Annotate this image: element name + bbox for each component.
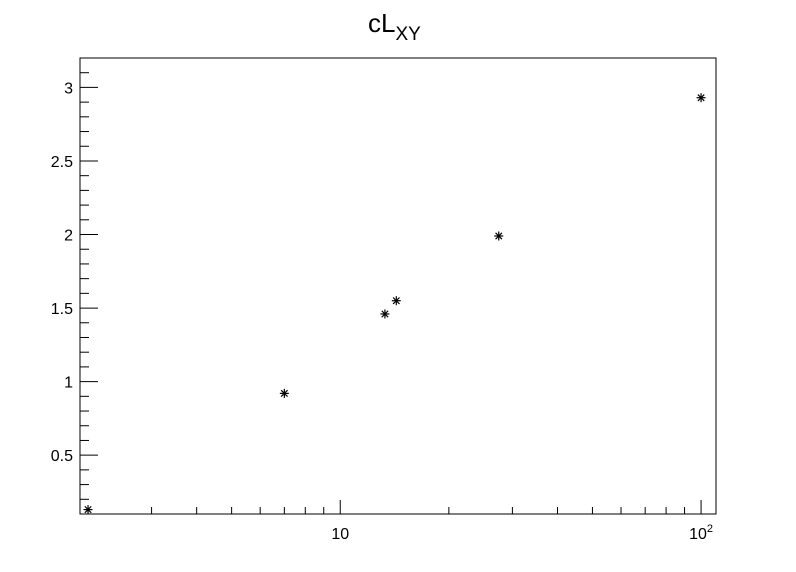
y-tick-label: 2.5 bbox=[51, 154, 73, 171]
x-tick-label: 10 bbox=[331, 526, 349, 543]
data-point bbox=[391, 296, 401, 306]
y-tick-label: 0.5 bbox=[51, 448, 73, 465]
marker-stroke bbox=[84, 505, 92, 514]
y-tick-label: 3 bbox=[64, 80, 73, 97]
data-point bbox=[696, 93, 706, 103]
x-tick-label: 102 bbox=[689, 523, 713, 543]
data-point bbox=[494, 231, 504, 241]
data-point bbox=[83, 505, 93, 515]
marker-stroke bbox=[381, 310, 389, 318]
plot-frame bbox=[79, 57, 717, 515]
data-points bbox=[83, 93, 706, 515]
y-tick-label: 1 bbox=[64, 375, 73, 392]
x-axis: 10 102 bbox=[87, 500, 713, 543]
y-axis: 0.5 1 1.5 2 2.5 3 bbox=[51, 57, 98, 515]
marker-stroke bbox=[392, 297, 400, 305]
chart-title-main: cL bbox=[368, 8, 395, 38]
marker-stroke bbox=[697, 94, 705, 102]
y-tick-label: 2 bbox=[64, 228, 73, 245]
y-tick-label: 1.5 bbox=[51, 301, 73, 318]
marker-stroke bbox=[495, 232, 503, 240]
data-point bbox=[380, 309, 390, 319]
marker-stroke bbox=[280, 389, 288, 398]
chart-title: cLXY bbox=[368, 8, 421, 45]
chart-title-subscript: XY bbox=[395, 24, 421, 45]
data-point bbox=[279, 388, 289, 398]
